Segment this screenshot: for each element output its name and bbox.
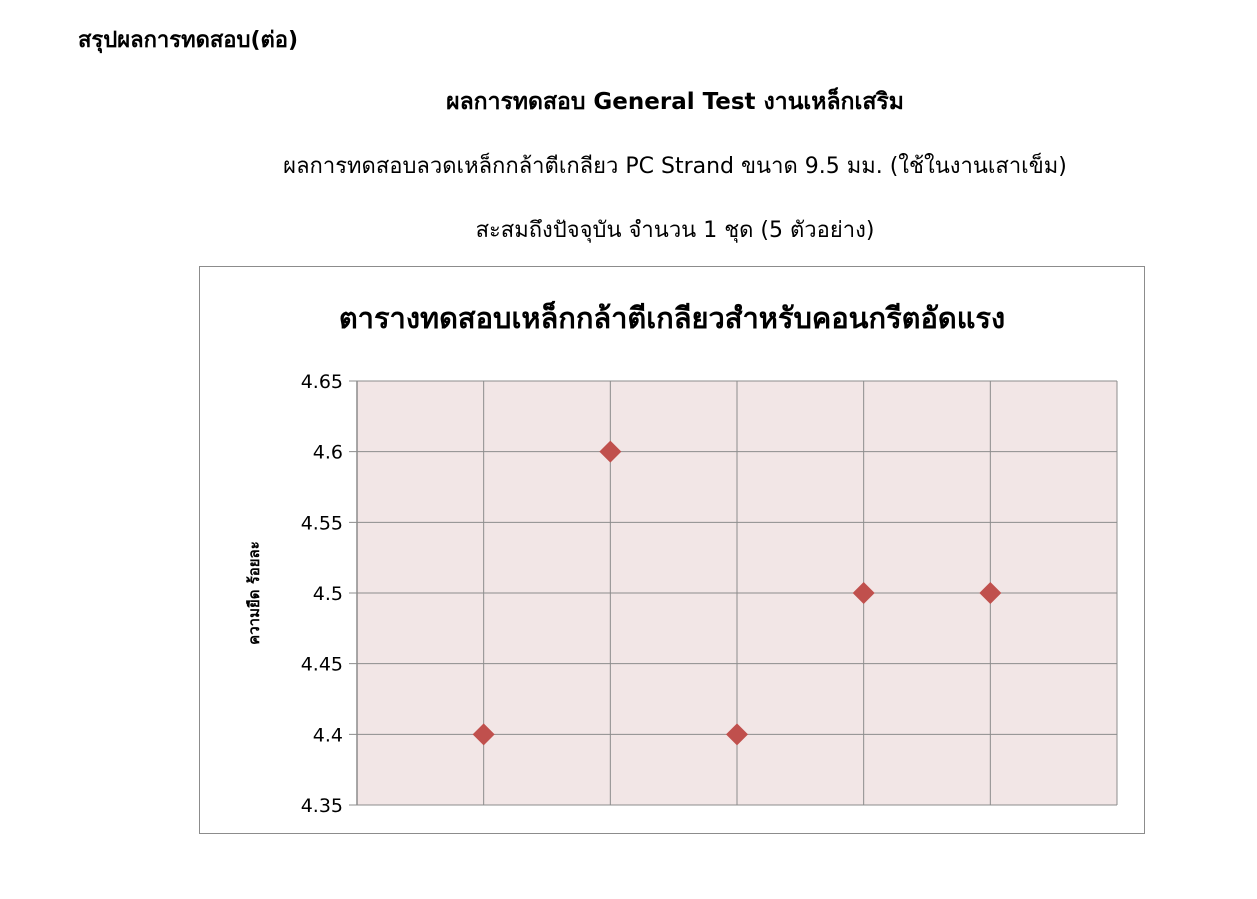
- y-tick-label: 4.55: [301, 512, 343, 534]
- y-tick-label: 4.4: [313, 724, 343, 746]
- y-tick-label: 4.5: [313, 583, 343, 605]
- y-axis-label: ความยืด ร้อยละ: [245, 541, 263, 645]
- y-tick-label: 4.65: [301, 371, 343, 393]
- data-point: [599, 440, 622, 463]
- y-tick-label: 4.45: [301, 654, 343, 676]
- scatter-chart: ตารางทดสอบเหล็กกล้าตีเกลียวสำหรับคอนกรีต…: [245, 300, 1118, 817]
- sample-summary: สะสมถึงปัจจุบัน จำนวน 1 ชุด (5 ตัวอย่าง): [475, 218, 875, 243]
- chart-title: ตารางทดสอบเหล็กกล้าตีเกลียวสำหรับคอนกรีต…: [339, 300, 1005, 335]
- page-subheading: ผลการทดสอบ General Test งานเหล็กเสริม: [446, 89, 904, 115]
- page-heading: สรุปผลการทดสอบ(ต่อ): [78, 28, 299, 53]
- data-point: [979, 582, 1002, 604]
- y-tick-label: 4.35: [301, 795, 343, 817]
- data-point: [852, 582, 875, 604]
- y-tick-label: 4.6: [313, 442, 343, 464]
- test-description: ผลการทดสอบลวดเหล็กกล้าตีเกลียว PC Strand…: [283, 154, 1067, 179]
- data-point: [726, 723, 748, 746]
- data-point: [472, 723, 495, 746]
